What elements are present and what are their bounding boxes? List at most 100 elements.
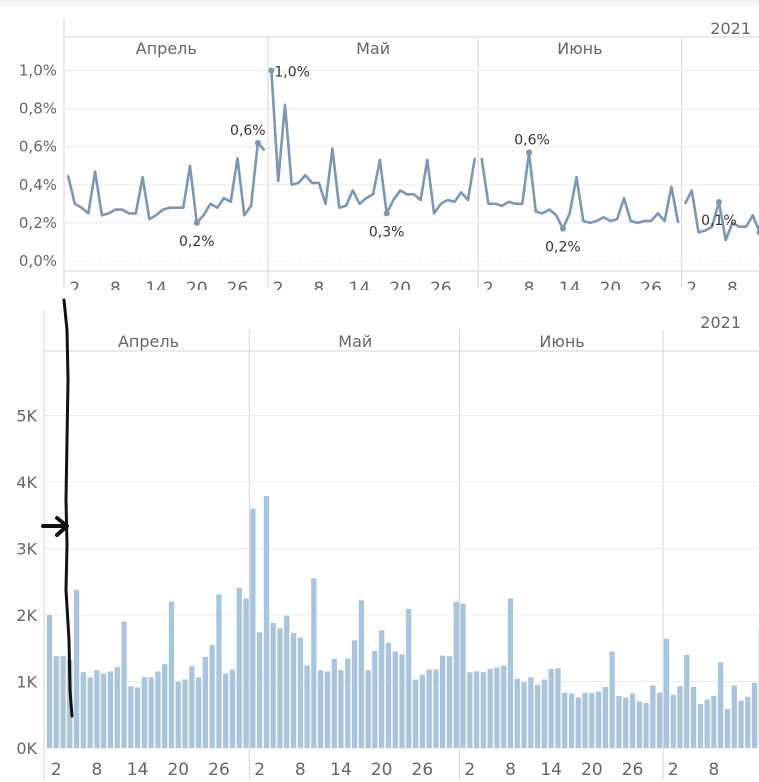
series-line [66, 141, 266, 225]
bar [433, 669, 439, 748]
labeled-point [268, 67, 275, 74]
y-tick-label: 1,0% [19, 62, 57, 80]
bar [473, 671, 480, 748]
percentage-line-chart: 2021 Апрель Май Июнь 0,0% 0,2% 0,4% 0,6% 0,8% 1,0… [0, 0, 759, 290]
x-tick-label: 20 [600, 279, 622, 290]
x-tick-label: 2 [483, 279, 494, 290]
x-tick-label: 26 [208, 760, 230, 780]
bar [636, 701, 642, 748]
bar [670, 694, 676, 748]
x-tick-label: 20 [186, 279, 208, 290]
bar [94, 670, 100, 748]
y-tick-label: 4K [16, 473, 37, 492]
x-tick-label: 14 [349, 279, 371, 290]
x-tick-label: 26 [640, 279, 662, 290]
month-label: Июнь [557, 39, 602, 58]
x-tick-label: 26 [412, 760, 434, 780]
bar [257, 632, 263, 748]
bar [690, 686, 697, 748]
bar [562, 692, 568, 748]
bar [745, 696, 751, 748]
x-tick-label: 2 [273, 279, 284, 290]
bar [338, 670, 344, 748]
bar [284, 615, 290, 748]
bar [311, 578, 317, 748]
x-tick-label: 8 [524, 279, 535, 290]
x-tick-label: 20 [389, 279, 411, 290]
series-line [270, 70, 477, 215]
data-label: 0,3% [369, 224, 405, 240]
labeled-point [756, 229, 759, 236]
bar [141, 676, 147, 748]
bar [731, 685, 737, 748]
y-tick-label: 0,2% [19, 214, 57, 232]
y-tick-label: 2K [16, 606, 37, 625]
bar [643, 702, 649, 748]
bar [609, 651, 615, 748]
bar [121, 621, 127, 748]
bar [724, 708, 731, 748]
bar [304, 665, 310, 748]
bar [738, 700, 744, 748]
bar [243, 598, 249, 748]
data-label: 0,6% [230, 123, 266, 139]
x-tick-label: 8 [727, 279, 738, 290]
x-tick-label: 14 [127, 760, 149, 780]
bar [324, 671, 331, 748]
bar [229, 669, 236, 748]
year-header: 2021 [710, 19, 751, 38]
bar [568, 693, 575, 748]
bar [331, 658, 337, 748]
x-tick-label: 8 [505, 760, 516, 780]
bar [528, 677, 534, 748]
month-label: Май [356, 39, 390, 58]
bar [629, 693, 636, 748]
bar [514, 678, 520, 748]
y-tick-label: 5K [16, 407, 37, 426]
bar [216, 594, 222, 748]
month-label: Апрель [136, 39, 197, 58]
bar [440, 655, 446, 748]
month-label: Апрель [118, 332, 179, 351]
bar [623, 697, 629, 748]
bar [555, 668, 561, 748]
y-tick-label: 0,4% [19, 176, 57, 194]
bar [67, 659, 73, 748]
bar [663, 638, 670, 748]
bar [697, 704, 703, 748]
bar [182, 679, 188, 748]
x-tick-label: 14 [330, 760, 352, 780]
bar [290, 633, 297, 748]
labeled-point [383, 210, 390, 217]
month-label: Май [338, 332, 372, 351]
bar [751, 682, 758, 748]
labeled-point [254, 139, 261, 146]
bar [351, 640, 358, 748]
labeled-point [559, 225, 566, 232]
bar [236, 587, 242, 748]
data-label: 0,6% [514, 132, 550, 148]
bar [46, 615, 53, 748]
y-tick-label: 0,8% [19, 100, 57, 118]
data-label: 1,0% [274, 65, 310, 81]
x-tick-label: 8 [295, 760, 306, 780]
x-tick-label: 2 [668, 760, 679, 780]
x-tick-label: 20 [581, 760, 603, 780]
bar [521, 682, 527, 748]
bar [589, 692, 595, 748]
bar [596, 691, 602, 748]
bar [202, 656, 208, 748]
series-line [683, 189, 759, 242]
bar [101, 673, 107, 748]
bar [196, 677, 202, 748]
x-tick-label: 8 [91, 760, 102, 780]
x-tick-label: 2 [464, 760, 475, 780]
bar [87, 677, 93, 748]
bar [541, 679, 547, 748]
bar [460, 603, 466, 748]
bar [616, 696, 622, 748]
x-tick-label: 2 [254, 760, 265, 780]
bar [446, 656, 453, 748]
bar [379, 630, 385, 748]
bar [385, 642, 392, 748]
